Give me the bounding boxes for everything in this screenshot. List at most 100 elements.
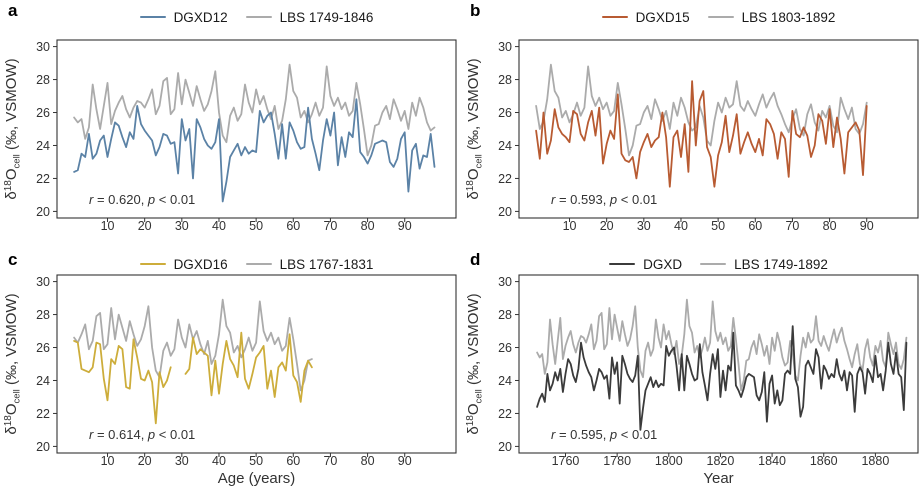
x-tick-label: 80 bbox=[823, 219, 837, 233]
x-tick-label: 1860 bbox=[810, 454, 838, 468]
legend-line-swatch-dgxd15 bbox=[601, 15, 628, 19]
x-tick-label: 70 bbox=[323, 219, 337, 233]
panel-letter-a: a bbox=[8, 1, 18, 20]
legend-label: DGXD12 bbox=[173, 9, 228, 25]
y-tick-label: 20 bbox=[498, 440, 512, 454]
legend-line-swatch-dgxd12 bbox=[139, 15, 166, 19]
y-tick-label: 30 bbox=[498, 275, 512, 289]
x-tick-label: 1780 bbox=[603, 454, 631, 468]
y-tick-label: 24 bbox=[498, 139, 512, 153]
x-tick-label: 30 bbox=[637, 219, 651, 233]
legend-label: LBS 1749-1846 bbox=[279, 9, 374, 25]
series-line-dgxd15 bbox=[535, 80, 868, 188]
x-tick-label: 50 bbox=[249, 219, 263, 233]
y-axis-title: δ18Ocell (‰, VSMOW) bbox=[3, 58, 23, 199]
x-tick-label: 1760 bbox=[552, 454, 580, 468]
legend-label: DGXD bbox=[643, 256, 683, 272]
x-tick-label: 10 bbox=[101, 454, 115, 468]
x-tick-label: 40 bbox=[212, 454, 226, 468]
x-tick-label: 60 bbox=[286, 454, 300, 468]
y-tick-label: 30 bbox=[36, 40, 50, 54]
panel-letter-b: b bbox=[470, 1, 481, 20]
x-tick-label: 1800 bbox=[655, 454, 683, 468]
y-tick-label: 28 bbox=[36, 308, 50, 322]
x-tick-label: 20 bbox=[138, 454, 152, 468]
series-line-dgxd16 bbox=[73, 331, 313, 425]
y-tick-label: 22 bbox=[36, 172, 50, 186]
legend-item: DGXD bbox=[609, 257, 682, 272]
y-tick-label: 30 bbox=[498, 40, 512, 54]
y-tick-label: 20 bbox=[498, 205, 512, 219]
series-line-lbs-1803-1892 bbox=[535, 63, 868, 157]
y-axis-title: δ18Ocell (‰, VSMOW) bbox=[3, 293, 23, 434]
legend-item: LBS 1803-1892 bbox=[707, 9, 836, 25]
legend-item: DGXD12 bbox=[139, 9, 228, 25]
y-tick-label: 24 bbox=[36, 374, 50, 388]
stats-text: r = 0.595, p < 0.01 bbox=[551, 427, 657, 442]
legend-item: DGXD16 bbox=[139, 256, 228, 272]
y-tick-label: 26 bbox=[36, 341, 50, 355]
x-tick-label: 60 bbox=[748, 219, 762, 233]
x-tick-label: 40 bbox=[212, 219, 226, 233]
panel-letter-c: c bbox=[8, 250, 18, 269]
legend-line-swatch-lbs bbox=[245, 262, 272, 266]
legend-item: DGXD15 bbox=[601, 9, 690, 25]
x-tick-label: 60 bbox=[286, 219, 300, 233]
plot-border bbox=[518, 274, 919, 454]
y-tick-label: 26 bbox=[498, 106, 512, 120]
legend-panel-c: DGXD16 LBS 1767-1831 bbox=[57, 256, 456, 272]
y-tick-label: 24 bbox=[498, 374, 512, 388]
x-tick-label: 90 bbox=[860, 219, 874, 233]
x-tick-label: 70 bbox=[785, 219, 799, 233]
legend-line-swatch-lbs bbox=[245, 15, 272, 19]
legend-label: DGXD15 bbox=[635, 9, 690, 25]
x-tick-label: 1820 bbox=[707, 454, 735, 468]
x-tick-label: 20 bbox=[600, 219, 614, 233]
legend-panel-a: DGXD12 LBS 1749-1846 bbox=[57, 9, 456, 25]
panel-b: b DGXD15 LBS 1803-1892 20 22 24 26 28 30 10 20 30 40… bbox=[462, 0, 924, 250]
x-axis-title: Year bbox=[703, 470, 733, 487]
legend-item: LBS 1767-1831 bbox=[245, 256, 374, 272]
x-tick-label: 90 bbox=[398, 219, 412, 233]
x-tick-label: 30 bbox=[175, 454, 189, 468]
x-tick-label: 80 bbox=[361, 219, 375, 233]
x-tick-label: 70 bbox=[323, 454, 337, 468]
x-tick-label: 40 bbox=[674, 219, 688, 233]
plot-svg-b: 20 22 24 26 28 30 10 20 30 40 50 60 70 80 90 r = 0.593,… bbox=[465, 39, 919, 233]
x-tick-label: 80 bbox=[361, 454, 375, 468]
x-tick-label: 1880 bbox=[861, 454, 889, 468]
series-line-lbs-1749-1892 bbox=[536, 298, 908, 392]
panel-a: a DGXD12 LBS 1749-1846 20 22 24 26 28 30 10 20 30 40… bbox=[0, 0, 462, 250]
y-tick-label: 24 bbox=[36, 139, 50, 153]
legend-label: DGXD16 bbox=[173, 256, 228, 272]
series-line-dgxd bbox=[536, 325, 908, 431]
y-axis-title: δ18Ocell (‰, VSMOW) bbox=[465, 58, 485, 199]
plot-svg-c: 20 22 24 26 28 30 10 20 30 40 50 60 70 80 90 r = 0.614,… bbox=[3, 274, 457, 487]
y-tick-label: 28 bbox=[498, 73, 512, 87]
y-tick-label: 28 bbox=[36, 73, 50, 87]
y-tick-label: 20 bbox=[36, 440, 50, 454]
plot-svg-a: 20 22 24 26 28 30 10 20 30 40 50 60 70 80 90 r = 0.620,… bbox=[3, 39, 457, 233]
y-axis-title: δ18Ocell (‰, VSMOW) bbox=[465, 293, 485, 434]
legend-label: LBS 1767-1831 bbox=[279, 256, 374, 272]
x-axis-title: Age (years) bbox=[218, 470, 296, 487]
panel-c: c DGXD16 LBS 1767-1831 20 22 24 26 28 30 10 20 30 40… bbox=[0, 250, 462, 501]
legend-line-swatch-dgxd bbox=[609, 262, 636, 266]
y-tick-label: 26 bbox=[498, 341, 512, 355]
legend-label: LBS 1803-1892 bbox=[741, 9, 836, 25]
x-tick-label: 20 bbox=[138, 219, 152, 233]
panel-letter-d: d bbox=[470, 250, 481, 269]
x-tick-label: 50 bbox=[711, 219, 725, 233]
x-tick-label: 30 bbox=[175, 219, 189, 233]
legend-line-swatch-dgxd16 bbox=[139, 262, 166, 266]
x-tick-label: 10 bbox=[563, 219, 577, 233]
legend-line-swatch-lbs bbox=[700, 262, 727, 266]
y-tick-label: 28 bbox=[498, 308, 512, 322]
y-tick-label: 22 bbox=[498, 172, 512, 186]
legend-panel-b: DGXD15 LBS 1803-1892 bbox=[519, 9, 918, 25]
stats-text: r = 0.593, p < 0.01 bbox=[551, 192, 657, 207]
legend-line-swatch-lbs bbox=[707, 15, 734, 19]
y-tick-label: 20 bbox=[36, 205, 50, 219]
legend-item: LBS 1749-1892 bbox=[700, 257, 828, 272]
